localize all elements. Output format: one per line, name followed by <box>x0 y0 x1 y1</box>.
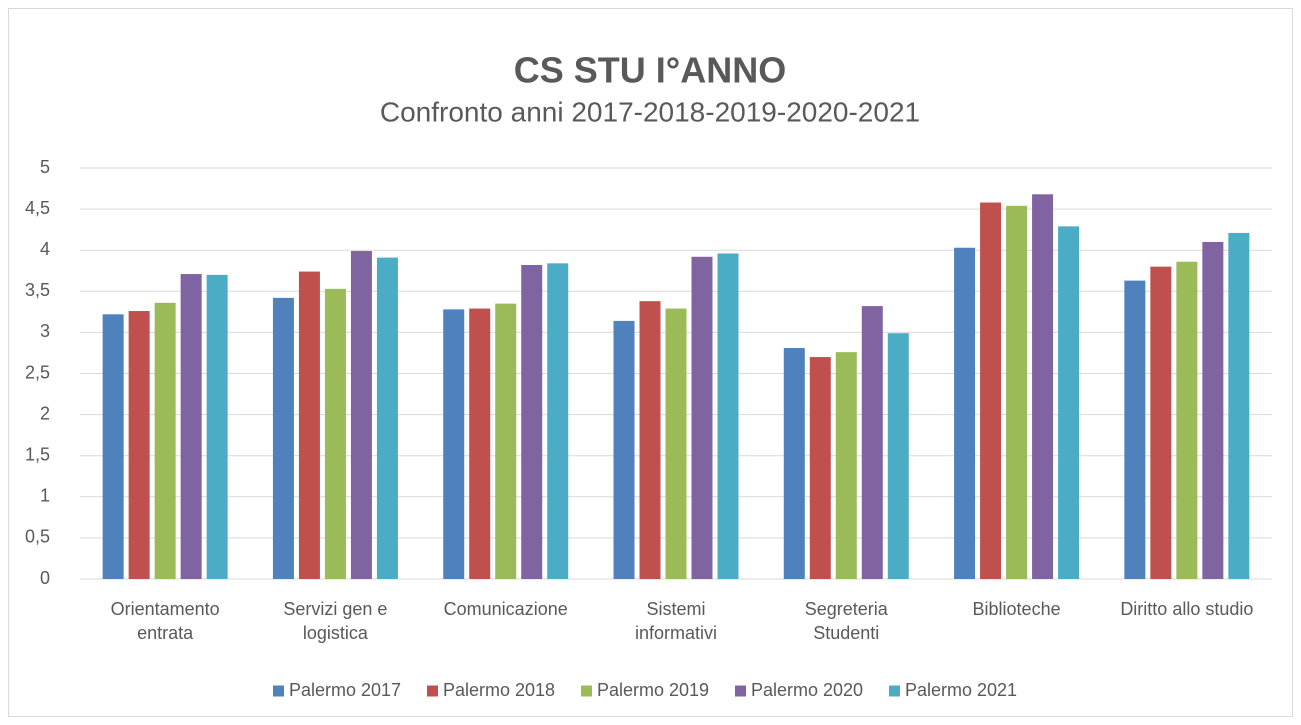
y-tick-label: 1 <box>40 486 50 506</box>
y-tick-label: 4,5 <box>25 198 50 218</box>
legend-label: Palermo 2019 <box>597 680 709 700</box>
bar <box>102 314 124 579</box>
bar <box>717 253 739 579</box>
bar <box>1032 194 1054 579</box>
bar <box>272 297 294 579</box>
bar <box>980 202 1002 580</box>
bar <box>665 308 687 579</box>
bar <box>1176 261 1198 579</box>
bar <box>206 274 228 579</box>
y-tick-label: 3,5 <box>25 280 50 300</box>
bar <box>154 302 176 579</box>
bar <box>1228 232 1250 580</box>
bar <box>128 311 150 579</box>
bar <box>954 247 976 579</box>
y-tick-label: 2 <box>40 403 50 423</box>
bar <box>1124 280 1146 579</box>
y-tick-label: 4 <box>40 239 50 259</box>
bar <box>180 274 202 579</box>
bar <box>1202 241 1224 580</box>
legend-swatch <box>889 685 900 697</box>
bar <box>350 251 372 579</box>
x-tick-label: Sistemi informativi <box>634 599 717 643</box>
bar <box>639 301 661 579</box>
bar <box>1006 205 1028 579</box>
bar <box>521 264 543 579</box>
legend-swatch <box>273 685 284 697</box>
y-tick-label: 5 <box>40 157 50 177</box>
chart-title: CS STU I°ANNO <box>514 50 786 91</box>
y-tick-label: 3 <box>40 321 50 341</box>
x-tick-label: Biblioteche <box>972 599 1061 619</box>
bar <box>1058 226 1080 579</box>
bar <box>861 306 883 579</box>
bar <box>809 357 831 579</box>
bar <box>835 352 857 579</box>
legend-swatch <box>427 685 438 697</box>
bar <box>547 263 569 579</box>
bar <box>298 271 320 579</box>
bar <box>495 303 517 579</box>
y-tick-label: 0,5 <box>25 527 50 547</box>
bar <box>1150 266 1172 579</box>
legend-swatch <box>735 685 746 697</box>
bar <box>613 320 635 579</box>
legend-swatch <box>581 685 592 697</box>
legend-label: Palermo 2020 <box>751 680 863 700</box>
legend-label: Palermo 2021 <box>905 680 1017 700</box>
y-tick-label: 2,5 <box>25 362 50 382</box>
x-tick-label: Servizi gen e logistica <box>283 599 388 643</box>
bar <box>469 308 491 579</box>
bar <box>443 309 465 579</box>
legend-label: Palermo 2017 <box>289 680 401 700</box>
chart-subtitle: Confronto anni 2017-2018-2019-2020-2021 <box>380 96 920 127</box>
x-tick-label: Orientamento entrata <box>110 599 220 643</box>
bar <box>376 257 398 579</box>
legend-label: Palermo 2018 <box>443 680 555 700</box>
x-tick-label: Diritto allo studio <box>1120 599 1254 619</box>
x-tick-label: Segreteria Studenti <box>804 599 888 643</box>
y-tick-label: 0 <box>40 568 50 588</box>
bar <box>324 288 346 579</box>
bar <box>887 333 909 579</box>
bar <box>691 256 713 579</box>
x-tick-label: Comunicazione <box>443 599 568 619</box>
y-tick-label: 1,5 <box>25 444 50 464</box>
bar <box>783 348 805 579</box>
